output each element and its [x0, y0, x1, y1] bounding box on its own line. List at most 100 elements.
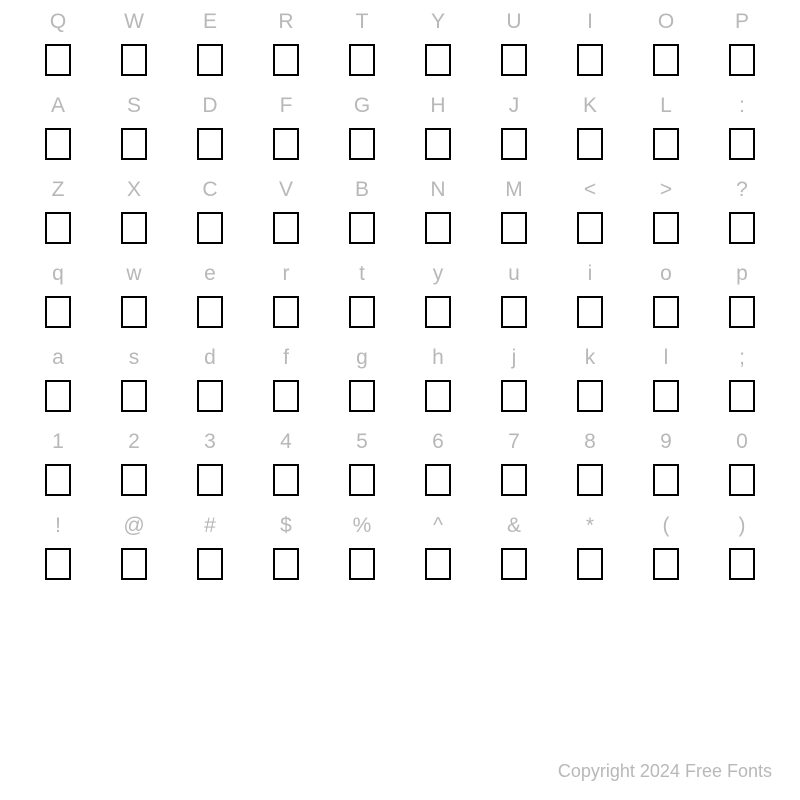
char-label: u	[508, 262, 520, 286]
char-label: H	[430, 94, 445, 118]
glyph-box	[273, 44, 299, 76]
glyph-box-row	[28, 380, 772, 412]
char-label: F	[280, 94, 293, 118]
char-label: ;	[739, 346, 745, 370]
label-row: ASDFGHJKL:	[28, 94, 772, 118]
glyph-box	[653, 44, 679, 76]
glyph-box	[121, 464, 147, 496]
glyph-box	[197, 548, 223, 580]
char-label: 7	[508, 430, 520, 454]
char-label: O	[658, 10, 674, 34]
char-label: P	[735, 10, 749, 34]
char-label: 4	[280, 430, 292, 454]
char-label: J	[509, 94, 520, 118]
glyph-box	[577, 212, 603, 244]
char-label: V	[279, 178, 293, 202]
char-label: k	[585, 346, 596, 370]
char-label: D	[202, 94, 217, 118]
char-label: 5	[356, 430, 368, 454]
glyph-box	[121, 212, 147, 244]
glyph-box	[729, 212, 755, 244]
char-label: <	[584, 178, 596, 202]
char-label: e	[204, 262, 216, 286]
char-label: Y	[431, 10, 445, 34]
glyph-box	[273, 128, 299, 160]
char-label: h	[432, 346, 444, 370]
char-label: q	[52, 262, 64, 286]
glyph-box	[45, 380, 71, 412]
char-label: f	[283, 346, 289, 370]
label-row: QWERTYUIOP	[28, 10, 772, 34]
char-label: y	[433, 262, 444, 286]
glyph-box-row	[28, 128, 772, 160]
glyph-box	[45, 128, 71, 160]
char-label: Q	[50, 10, 66, 34]
char-label: a	[52, 346, 64, 370]
char-label: U	[506, 10, 521, 34]
char-label: >	[660, 178, 672, 202]
char-label: &	[507, 514, 521, 538]
char-label: s	[129, 346, 140, 370]
glyph-box	[653, 548, 679, 580]
char-label: 1	[52, 430, 64, 454]
glyph-box	[501, 296, 527, 328]
character-row-group: 1234567890	[28, 430, 772, 496]
glyph-box	[501, 212, 527, 244]
char-label: T	[356, 10, 369, 34]
glyph-box	[577, 296, 603, 328]
glyph-box	[273, 464, 299, 496]
char-label: 9	[660, 430, 672, 454]
char-label: %	[353, 514, 372, 538]
glyph-box	[729, 380, 755, 412]
glyph-box	[653, 464, 679, 496]
glyph-box	[501, 380, 527, 412]
character-map-grid: QWERTYUIOPASDFGHJKL:ZXCVBNM<>?qwertyuiop…	[28, 10, 772, 598]
glyph-box	[577, 464, 603, 496]
glyph-box	[425, 464, 451, 496]
char-label: L	[660, 94, 672, 118]
glyph-box	[425, 380, 451, 412]
char-label: w	[126, 262, 141, 286]
glyph-box	[577, 128, 603, 160]
glyph-box	[653, 296, 679, 328]
glyph-box	[349, 296, 375, 328]
glyph-box	[121, 44, 147, 76]
glyph-box	[273, 212, 299, 244]
glyph-box	[577, 380, 603, 412]
glyph-box	[425, 548, 451, 580]
glyph-box	[45, 212, 71, 244]
glyph-box	[197, 380, 223, 412]
label-row: !@#$%^&*()	[28, 514, 772, 538]
glyph-box	[349, 548, 375, 580]
char-label: R	[278, 10, 293, 34]
char-label: r	[283, 262, 290, 286]
char-label: 3	[204, 430, 216, 454]
glyph-box	[197, 44, 223, 76]
glyph-box	[349, 212, 375, 244]
glyph-box	[121, 380, 147, 412]
char-label: *	[586, 514, 594, 538]
glyph-box	[349, 44, 375, 76]
char-label: B	[355, 178, 369, 202]
glyph-box	[273, 548, 299, 580]
char-label: i	[588, 262, 593, 286]
glyph-box	[197, 464, 223, 496]
glyph-box	[501, 44, 527, 76]
glyph-box	[729, 296, 755, 328]
label-row: qwertyuiop	[28, 262, 772, 286]
char-label: #	[204, 514, 216, 538]
glyph-box	[425, 212, 451, 244]
char-label: E	[203, 10, 217, 34]
glyph-box	[273, 380, 299, 412]
char-label: 2	[128, 430, 140, 454]
char-label: p	[736, 262, 748, 286]
char-label: W	[124, 10, 144, 34]
glyph-box	[729, 128, 755, 160]
char-label: :	[739, 94, 745, 118]
glyph-box	[45, 296, 71, 328]
char-label: o	[660, 262, 672, 286]
glyph-box	[653, 212, 679, 244]
char-label: 8	[584, 430, 596, 454]
glyph-box	[501, 548, 527, 580]
char-label: ^	[433, 514, 443, 538]
